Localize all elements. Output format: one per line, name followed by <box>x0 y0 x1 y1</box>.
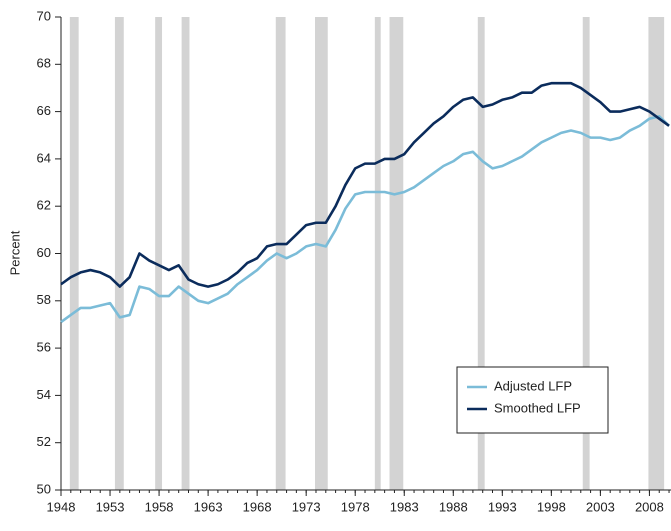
legend-box <box>456 366 609 434</box>
x-tick-label: 1988 <box>439 499 468 514</box>
legend: Adjusted LFP Smoothed LFP <box>456 366 609 434</box>
legend-label: Adjusted LFP <box>494 378 572 393</box>
y-tick-label: 54 <box>37 387 51 402</box>
x-tick-label: 2003 <box>586 499 615 514</box>
legend-label: Smoothed LFP <box>494 400 581 415</box>
recession-band <box>275 17 286 490</box>
recession-band <box>389 17 404 490</box>
recession-band <box>114 17 124 490</box>
y-tick-label: 64 <box>37 150 51 165</box>
recession-band <box>477 17 485 490</box>
x-tick-label: 1973 <box>292 499 321 514</box>
x-tick-label: 1998 <box>537 499 566 514</box>
recession-band <box>648 17 665 490</box>
y-tick-label: 70 <box>37 8 51 23</box>
series-line <box>60 81 670 288</box>
x-tick-label: 1978 <box>341 499 370 514</box>
y-tick-label: 58 <box>37 292 51 307</box>
x-tick-label: 1968 <box>243 499 272 514</box>
series-line <box>60 115 670 324</box>
recession-band <box>155 17 163 490</box>
y-tick-label: 62 <box>37 198 51 213</box>
x-tick-label: 1993 <box>488 499 517 514</box>
x-tick-label: 1948 <box>47 499 76 514</box>
x-tick-label: 1953 <box>96 499 125 514</box>
recession-band <box>374 17 381 490</box>
x-tick-label: 1958 <box>145 499 174 514</box>
y-tick-label: 50 <box>37 481 51 496</box>
x-tick-label: 2008 <box>635 499 664 514</box>
y-tick-label: 52 <box>37 434 51 449</box>
y-tick-label: 56 <box>37 340 51 355</box>
y-axis-label: Percent <box>7 230 22 275</box>
recession-band <box>315 17 328 490</box>
recession-band <box>582 17 590 490</box>
x-tick-label: 1983 <box>390 499 419 514</box>
y-tick-label: 68 <box>37 56 51 71</box>
y-tick-label: 66 <box>37 103 51 118</box>
x-tick-label: 1963 <box>194 499 223 514</box>
recession-band <box>181 17 190 490</box>
recession-band <box>69 17 79 490</box>
y-tick-label: 60 <box>37 245 51 260</box>
